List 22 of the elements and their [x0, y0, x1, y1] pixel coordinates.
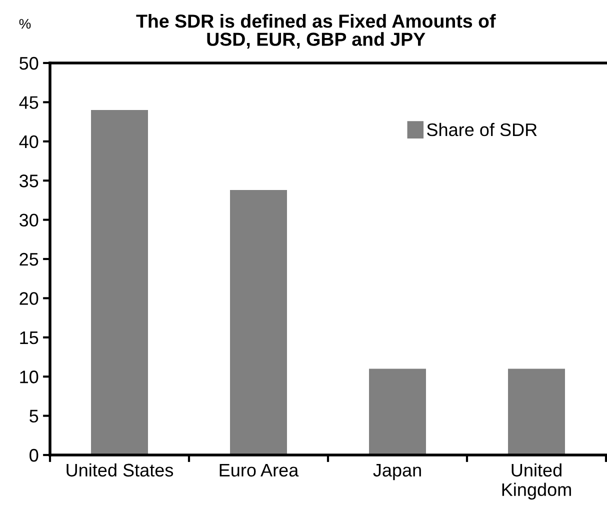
x-tick-label: Euro Area	[220, 464, 299, 477]
x-tick-label: Japan	[373, 464, 421, 480]
y-tick-label: 15	[20, 332, 38, 344]
y-tick-label: 10	[20, 370, 38, 384]
y-axis-title: %	[19, 18, 31, 29]
bar	[508, 368, 565, 455]
y-tick-label: 25	[20, 252, 38, 266]
y-tick-label: 0	[30, 448, 38, 462]
x-tick-label: United Kingdom	[502, 463, 571, 500]
x-tick-label: United States	[66, 463, 174, 477]
legend-label: Share of SDR	[427, 122, 537, 136]
y-tick-label: 20	[20, 292, 38, 305]
bar	[91, 110, 148, 455]
chart-title: The SDR is defined as Fixed Amounts of USD, EUR, GBP and JPY	[136, 14, 496, 49]
bar	[369, 368, 426, 455]
bar	[230, 190, 287, 455]
y-tick-label: 30	[19, 214, 38, 227]
y-tick-label: 40	[19, 135, 38, 148]
y-tick-label: 5	[30, 410, 38, 423]
y-tick-label: 35	[19, 174, 38, 188]
y-tick-label: 45	[19, 96, 38, 109]
y-tick-label: 50	[20, 56, 38, 70]
